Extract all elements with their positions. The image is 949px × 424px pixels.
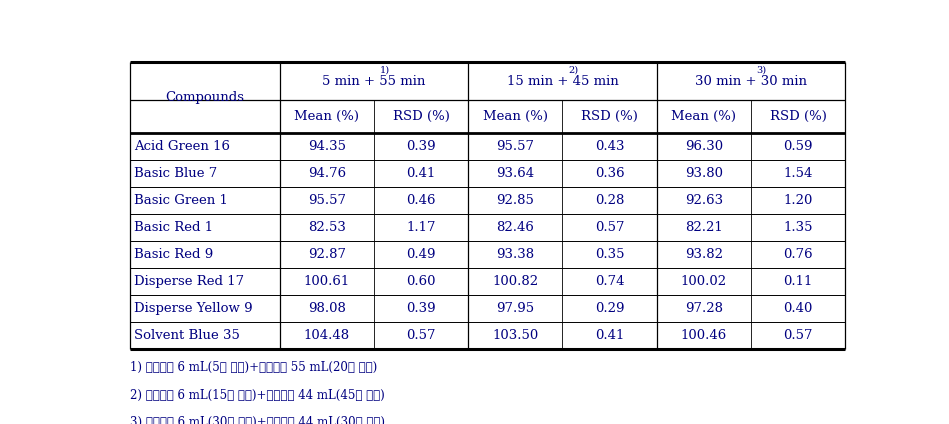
Text: 100.46: 100.46 (680, 329, 727, 342)
Text: Acid Green 16: Acid Green 16 (134, 139, 230, 153)
Text: 92.85: 92.85 (496, 194, 534, 207)
Text: 103.50: 103.50 (493, 329, 538, 342)
Text: RSD (%): RSD (%) (393, 110, 450, 123)
Text: Disperse Yellow 9: Disperse Yellow 9 (134, 302, 252, 315)
Text: 104.48: 104.48 (304, 329, 350, 342)
Text: Basic Green 1: Basic Green 1 (134, 194, 228, 207)
Text: 0.41: 0.41 (595, 329, 624, 342)
Text: Basic Red 9: Basic Red 9 (134, 248, 214, 261)
Text: 82.21: 82.21 (685, 221, 723, 234)
Text: 93.64: 93.64 (496, 167, 534, 180)
Text: 0.35: 0.35 (595, 248, 624, 261)
Text: 5 min + 55 min: 5 min + 55 min (323, 75, 425, 88)
Text: Basic Blue 7: Basic Blue 7 (134, 167, 217, 180)
Text: Mean (%): Mean (%) (671, 110, 736, 123)
Text: 0.57: 0.57 (595, 221, 624, 234)
Text: 100.61: 100.61 (304, 275, 350, 288)
Text: 0.46: 0.46 (406, 194, 436, 207)
Text: Basic Red 1: Basic Red 1 (134, 221, 214, 234)
Text: 1.35: 1.35 (783, 221, 813, 234)
Text: RSD (%): RSD (%) (770, 110, 827, 123)
Text: Mean (%): Mean (%) (483, 110, 548, 123)
Text: 0.41: 0.41 (406, 167, 436, 180)
Text: 0.59: 0.59 (783, 139, 813, 153)
Text: RSD (%): RSD (%) (581, 110, 638, 123)
Text: 0.57: 0.57 (406, 329, 436, 342)
Text: 95.57: 95.57 (496, 139, 534, 153)
Text: 3): 3) (756, 65, 767, 74)
Text: Solvent Blue 35: Solvent Blue 35 (134, 329, 240, 342)
Text: Disperse Red 17: Disperse Red 17 (134, 275, 244, 288)
Text: 82.46: 82.46 (496, 221, 534, 234)
Text: 93.80: 93.80 (685, 167, 723, 180)
Text: 1.20: 1.20 (784, 194, 813, 207)
Text: 0.28: 0.28 (595, 194, 624, 207)
Text: 1) 추출용매 6 mL(5분 추출)+추출용매 55 mL(20분 추출): 1) 추출용매 6 mL(5분 추출)+추출용매 55 mL(20분 추출) (130, 361, 377, 374)
Text: 95.57: 95.57 (307, 194, 345, 207)
Text: 0.76: 0.76 (783, 248, 813, 261)
Text: 0.57: 0.57 (783, 329, 813, 342)
Text: 100.02: 100.02 (680, 275, 727, 288)
Text: 0.40: 0.40 (784, 302, 813, 315)
Text: 94.76: 94.76 (307, 167, 345, 180)
Text: 0.49: 0.49 (406, 248, 436, 261)
Text: 1.17: 1.17 (406, 221, 436, 234)
Text: 93.82: 93.82 (685, 248, 723, 261)
Text: 92.63: 92.63 (685, 194, 723, 207)
Text: 0.39: 0.39 (406, 139, 436, 153)
Text: 98.08: 98.08 (307, 302, 345, 315)
Text: 3) 추출용매 6 mL(30분 추출)+추출용매 44 mL(30분 추출): 3) 추출용매 6 mL(30분 추출)+추출용매 44 mL(30분 추출) (130, 416, 384, 424)
Text: 0.74: 0.74 (595, 275, 624, 288)
Text: 30 min + 30 min: 30 min + 30 min (695, 75, 807, 88)
Text: 0.43: 0.43 (595, 139, 624, 153)
Text: 0.39: 0.39 (406, 302, 436, 315)
Text: 100.82: 100.82 (493, 275, 538, 288)
Text: 93.38: 93.38 (496, 248, 534, 261)
Text: 94.35: 94.35 (307, 139, 345, 153)
Text: 0.29: 0.29 (595, 302, 624, 315)
Text: 0.60: 0.60 (406, 275, 436, 288)
Text: 82.53: 82.53 (307, 221, 345, 234)
Text: 0.36: 0.36 (595, 167, 624, 180)
Text: 97.28: 97.28 (685, 302, 723, 315)
Text: Compounds: Compounds (165, 91, 244, 104)
Text: 1): 1) (380, 65, 390, 74)
Text: 96.30: 96.30 (685, 139, 723, 153)
Text: 92.87: 92.87 (307, 248, 345, 261)
Text: 97.95: 97.95 (496, 302, 534, 315)
Text: 2) 추출용매 6 mL(15분 추출)+추출용매 44 mL(45분 추출): 2) 추출용매 6 mL(15분 추출)+추출용매 44 mL(45분 추출) (130, 388, 384, 402)
Text: Mean (%): Mean (%) (294, 110, 360, 123)
Text: 2): 2) (568, 65, 578, 74)
Text: 15 min + 45 min: 15 min + 45 min (507, 75, 619, 88)
Text: 0.11: 0.11 (784, 275, 813, 288)
Text: 1.54: 1.54 (784, 167, 813, 180)
